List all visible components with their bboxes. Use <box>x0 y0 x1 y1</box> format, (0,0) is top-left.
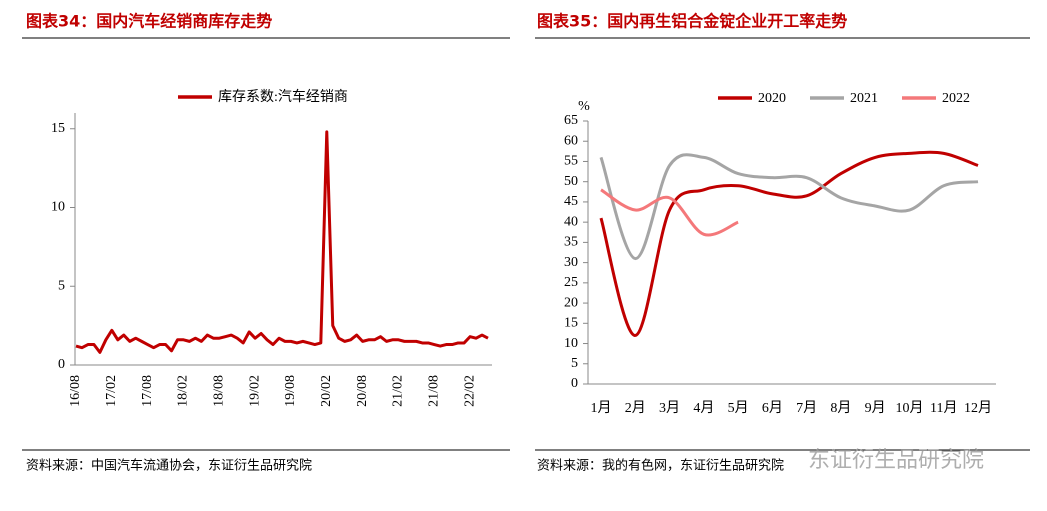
x-tick-label: 12月 <box>964 400 992 416</box>
y-tick-label: 5 <box>58 278 65 293</box>
y-tick-label: 10 <box>51 200 65 215</box>
x-tick-label: 18/02 <box>176 375 191 407</box>
x-tick-label: 3月 <box>659 400 680 416</box>
legend-label: 2020 <box>758 91 786 106</box>
x-tick-label: 21/02 <box>391 375 406 407</box>
series-line <box>599 150 979 337</box>
y-tick-label: 65 <box>564 113 578 128</box>
x-tick-label: 20/02 <box>319 375 334 407</box>
y-tick-label: 30 <box>564 255 578 270</box>
y-tick-label: 20 <box>564 295 578 310</box>
x-tick-label: 17/02 <box>104 375 119 407</box>
y-tick-label: 0 <box>571 376 578 391</box>
legend-label: 库存系数:汽车经销商 <box>218 88 348 105</box>
y-tick-label: 25 <box>564 275 578 290</box>
y-tick-label: 60 <box>564 133 578 148</box>
x-tick-label: 1月 <box>591 400 612 416</box>
x-tick-label: 5月 <box>728 400 749 416</box>
x-tick-label: 22/02 <box>462 375 477 407</box>
series-line <box>75 130 489 354</box>
x-tick-label: 19/08 <box>283 375 298 407</box>
legend-label: 2021 <box>850 91 878 106</box>
x-tick-label: 4月 <box>693 400 714 416</box>
x-tick-label: 16/08 <box>68 375 83 407</box>
y-tick-label: 5 <box>571 356 578 371</box>
y-tick-label: 15 <box>51 121 65 136</box>
x-tick-label: 6月 <box>762 400 783 416</box>
x-tick-label: 7月 <box>796 400 817 416</box>
x-tick-label: 11月 <box>930 400 957 416</box>
y-tick-label: 50 <box>564 174 578 189</box>
y-tick-label: 45 <box>564 194 578 209</box>
x-tick-label: 18/08 <box>212 375 227 407</box>
y-tick-label: 15 <box>564 316 578 331</box>
y-tick-label: 0 <box>58 357 65 372</box>
y-tick-label: 55 <box>564 154 578 169</box>
x-tick-label: 10月 <box>895 400 923 416</box>
series-line <box>600 188 739 237</box>
y-axis-label: % <box>578 99 590 114</box>
y-tick-label: 10 <box>564 336 578 351</box>
x-tick-label: 9月 <box>865 400 886 416</box>
series-line <box>599 153 979 261</box>
x-tick-label: 8月 <box>830 400 851 416</box>
x-tick-label: 20/08 <box>355 375 370 407</box>
chart-title: 图表35：国内再生铝合金锭企业开工率走势 <box>537 12 847 31</box>
x-tick-label: 19/02 <box>247 375 262 407</box>
x-tick-label: 21/08 <box>426 375 441 407</box>
watermark: 东证衍生品研究院 <box>808 448 984 473</box>
chart-title: 图表34：国内汽车经销商库存走势 <box>26 12 272 31</box>
source-note: 资料来源：中国汽车流通协会，东证衍生品研究院 <box>26 458 312 474</box>
legend-label: 2022 <box>942 91 970 106</box>
y-tick-label: 35 <box>564 235 578 250</box>
x-tick-label: 17/08 <box>140 375 155 407</box>
y-tick-label: 40 <box>564 214 578 229</box>
x-tick-label: 2月 <box>625 400 646 416</box>
source-note: 资料来源：我的有色网，东证衍生品研究院 <box>537 458 784 474</box>
